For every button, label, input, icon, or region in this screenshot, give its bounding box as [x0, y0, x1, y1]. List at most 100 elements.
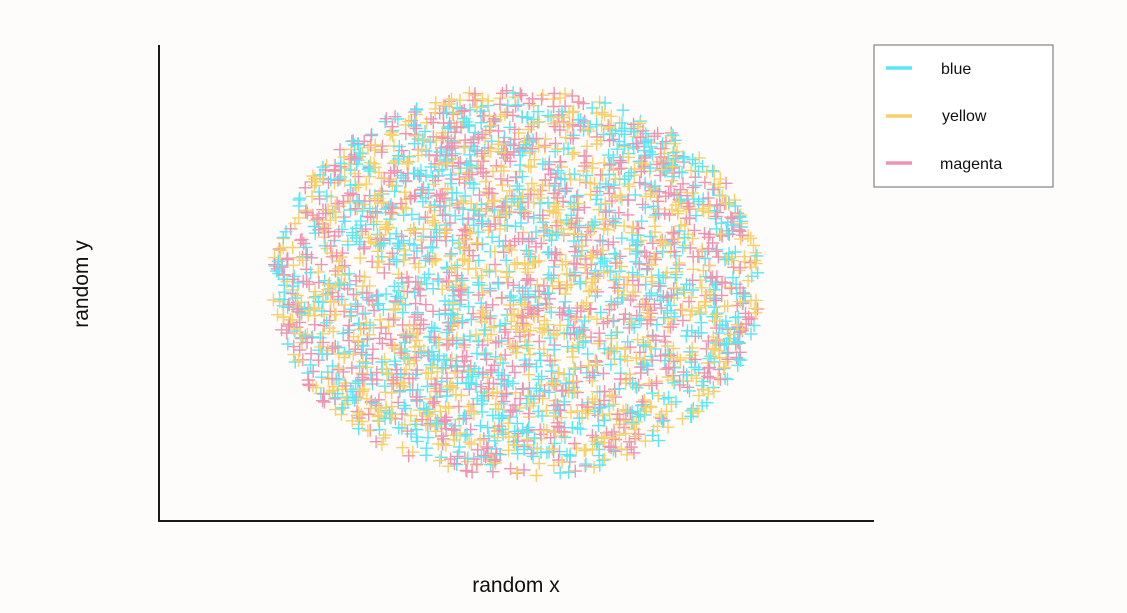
point-yellow-21: [532, 457, 546, 471]
point-blue-990: [460, 157, 474, 171]
point-magenta-792: [652, 207, 665, 221]
point-yellow-343: [274, 243, 287, 257]
point-yellow-979: [545, 376, 559, 390]
point-yellow-892: [684, 163, 698, 177]
point-blue-998: [420, 402, 433, 416]
point-blue-765: [609, 272, 623, 286]
point-magenta-703: [698, 227, 711, 241]
point-magenta-681: [618, 307, 632, 321]
point-blue-660: [423, 135, 437, 149]
point-yellow-840: [412, 339, 426, 353]
point-blue-922: [336, 327, 350, 341]
point-yellow-542: [523, 399, 537, 413]
point-blue-799: [363, 164, 377, 178]
point-blue-984: [733, 336, 747, 350]
point-magenta-872: [513, 87, 527, 101]
point-magenta-961: [683, 212, 696, 226]
point-yellow-817: [402, 155, 415, 169]
point-magenta-277: [426, 304, 440, 318]
point-yellow-119: [449, 388, 463, 402]
point-yellow-619: [323, 321, 337, 335]
point-yellow-638: [659, 404, 673, 418]
point-magenta-164: [532, 335, 546, 348]
point-yellow-87: [525, 176, 539, 190]
point-blue-687: [697, 374, 711, 388]
point-yellow-242: [617, 219, 631, 233]
point-yellow-761: [686, 231, 699, 245]
point-magenta-747: [553, 404, 567, 418]
point-blue-770: [608, 247, 621, 261]
point-blue-978: [507, 192, 521, 206]
point-blue-373: [292, 199, 306, 213]
point-blue-655: [493, 319, 507, 333]
point-magenta-952: [394, 346, 408, 360]
point-yellow-647: [741, 274, 755, 288]
point-yellow-994: [709, 307, 723, 321]
point-blue-977: [728, 245, 742, 259]
point-blue-612: [418, 124, 432, 138]
point-magenta-978: [739, 317, 753, 331]
point-magenta-941: [522, 407, 536, 421]
point-yellow-808: [628, 162, 641, 176]
point-magenta-779: [312, 275, 326, 289]
point-magenta-807: [424, 112, 438, 126]
point-magenta-903: [538, 173, 552, 187]
point-yellow-807: [338, 298, 352, 312]
point-blue-946: [510, 179, 524, 193]
point-blue-698: [496, 427, 510, 441]
point-magenta-87: [328, 339, 342, 353]
point-magenta-891: [500, 105, 514, 119]
point-blue-103: [420, 277, 434, 291]
point-magenta-695: [638, 245, 652, 259]
point-yellow-51: [524, 160, 538, 174]
point-blue-590: [615, 116, 629, 130]
point-yellow-866: [357, 382, 371, 396]
point-magenta-735: [664, 288, 678, 302]
point-yellow-669: [396, 348, 410, 362]
point-magenta-503: [388, 110, 402, 124]
point-yellow-3: [592, 203, 606, 217]
point-blue-870: [278, 285, 291, 299]
point-blue-761: [588, 215, 602, 229]
point-magenta-876: [515, 89, 529, 103]
point-blue-576: [612, 382, 626, 396]
point-blue-255: [338, 214, 352, 228]
point-yellow-506: [623, 367, 637, 381]
point-magenta-863: [415, 183, 429, 197]
point-magenta-568: [413, 289, 427, 303]
point-blue-261: [288, 355, 302, 369]
point-blue-665: [610, 325, 624, 339]
point-magenta-646: [622, 435, 636, 449]
point-yellow-665: [428, 216, 442, 230]
point-yellow-825: [701, 387, 715, 401]
point-blue-684: [501, 374, 515, 388]
point-yellow-298: [647, 251, 661, 264]
point-blue-426: [672, 224, 686, 238]
point-blue-967: [352, 422, 366, 436]
point-magenta-988: [483, 312, 497, 325]
point-blue-968: [638, 201, 652, 215]
point-magenta-849: [508, 132, 522, 146]
point-blue-940: [597, 413, 611, 427]
point-magenta-780: [547, 86, 561, 100]
point-yellow-910: [373, 228, 387, 242]
point-magenta-786: [300, 275, 314, 289]
point-blue-813: [424, 160, 438, 174]
point-yellow-255: [323, 213, 337, 227]
point-magenta-958: [634, 131, 648, 144]
point-magenta-748: [476, 366, 490, 380]
point-blue-420: [476, 394, 490, 408]
point-magenta-777: [524, 120, 538, 134]
point-magenta-833: [348, 202, 362, 216]
point-yellow-984: [372, 401, 386, 415]
point-yellow-386: [462, 435, 476, 449]
point-magenta-852: [413, 322, 427, 336]
point-blue-859: [607, 178, 621, 192]
point-yellow-412: [695, 242, 709, 256]
point-yellow-531: [538, 221, 552, 235]
point-yellow-495: [328, 205, 342, 219]
point-blue-901: [377, 236, 391, 250]
point-yellow-629: [505, 307, 519, 321]
point-yellow-794: [457, 141, 471, 155]
point-yellow-975: [532, 115, 546, 129]
